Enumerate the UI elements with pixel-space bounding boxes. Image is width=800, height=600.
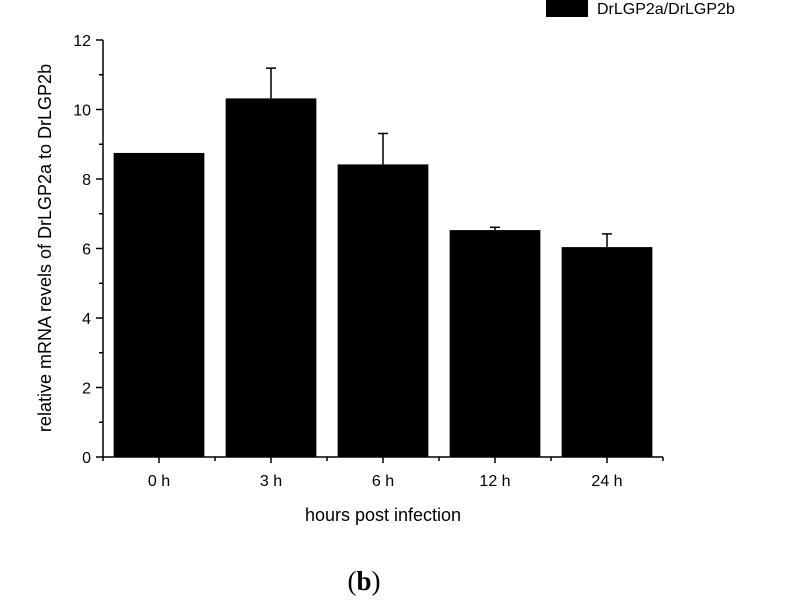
bar	[449, 230, 541, 457]
x-tick-label: 12 h	[479, 473, 510, 490]
x-tick-label: 3 h	[260, 473, 282, 490]
y-tick-label: 4	[82, 311, 91, 328]
panel-label-close: )	[371, 566, 381, 596]
panel-label: (b)	[0, 566, 728, 597]
y-tick-label: 0	[82, 450, 91, 467]
bar	[561, 247, 653, 457]
bar	[225, 98, 317, 457]
y-tick-label: 8	[82, 172, 91, 189]
x-axis-title: hours post infection	[305, 505, 461, 525]
y-tick-label: 6	[82, 242, 91, 259]
bar	[337, 164, 429, 457]
y-axis-title: relative mRNA revels of DrLGP2a to DrLGP…	[35, 64, 55, 432]
y-tick-label: 10	[73, 103, 91, 120]
panel-label-letter: b	[356, 566, 372, 596]
legend-label: DrLGP2a/DrLGP2b	[597, 1, 735, 18]
x-tick-label: 0 h	[148, 473, 170, 490]
legend-swatch	[546, 0, 588, 17]
x-tick-label: 6 h	[372, 473, 394, 490]
bar	[113, 152, 205, 457]
panel-label-open: (	[347, 566, 357, 596]
x-tick-label: 24 h	[591, 473, 622, 490]
y-tick-label: 12	[73, 33, 91, 50]
legend: DrLGP2a/DrLGP2b	[546, 0, 735, 18]
plot-area: 0 h 3 h 6 h 12 h 24 h 0 2 4 6 8 10 12	[73, 33, 664, 490]
y-tick-label: 2	[82, 381, 91, 398]
